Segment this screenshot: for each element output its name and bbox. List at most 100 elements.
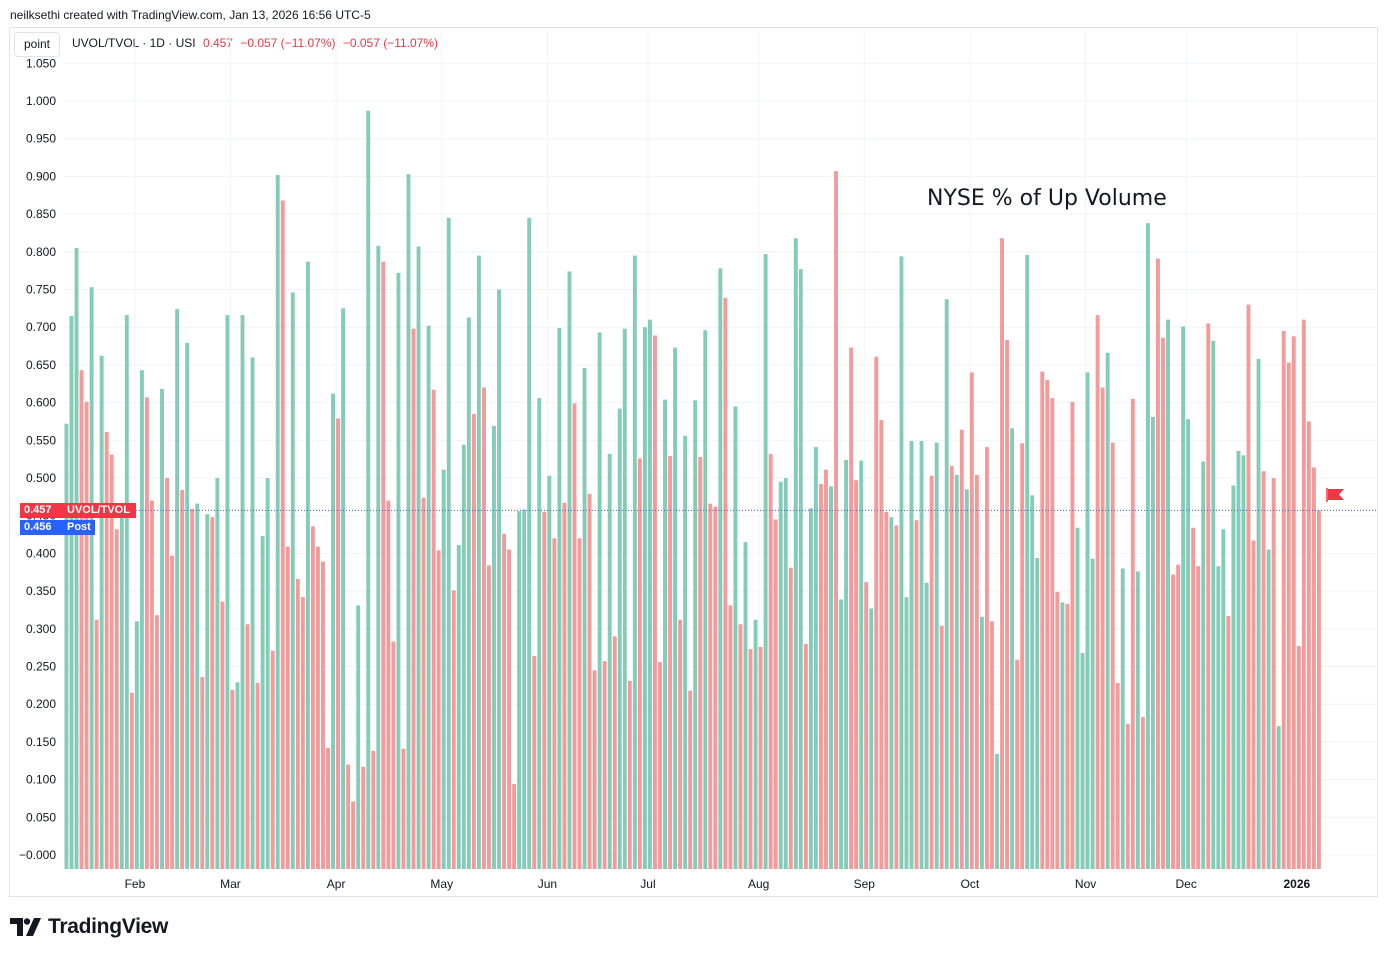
bar bbox=[572, 403, 577, 869]
bar bbox=[577, 538, 582, 869]
bar bbox=[813, 447, 818, 869]
bar bbox=[175, 309, 180, 869]
bar bbox=[819, 484, 823, 869]
tradingview-logo[interactable]: TradingView bbox=[10, 915, 168, 939]
bar bbox=[864, 582, 869, 869]
bar bbox=[527, 217, 532, 869]
x-tick-label: Mar bbox=[220, 877, 241, 891]
bar bbox=[109, 454, 114, 869]
bar bbox=[1110, 442, 1115, 869]
tradingview-logo-text: TradingView bbox=[48, 915, 169, 938]
bar bbox=[537, 398, 542, 869]
bar bbox=[733, 406, 738, 869]
bar bbox=[627, 680, 632, 869]
bar bbox=[622, 328, 627, 869]
bar bbox=[1186, 419, 1191, 869]
x-tick-label: Aug bbox=[748, 877, 769, 891]
bar bbox=[778, 481, 783, 869]
bar bbox=[1296, 646, 1301, 869]
bar bbox=[723, 297, 728, 869]
y-tick-label: 0.650 bbox=[26, 358, 56, 372]
bar bbox=[139, 370, 144, 869]
bar bbox=[1231, 485, 1236, 869]
bar bbox=[487, 565, 491, 869]
point-mode-button[interactable]: point bbox=[14, 32, 60, 57]
bar bbox=[215, 478, 220, 869]
bar bbox=[255, 683, 260, 869]
bar bbox=[1161, 337, 1165, 870]
bar bbox=[803, 643, 808, 869]
bar bbox=[240, 315, 245, 869]
bar bbox=[160, 389, 164, 869]
bar bbox=[753, 619, 758, 869]
bar bbox=[144, 397, 149, 869]
bar bbox=[502, 533, 507, 869]
bar bbox=[245, 624, 250, 869]
bar bbox=[104, 432, 109, 869]
bar bbox=[426, 325, 431, 869]
bar bbox=[351, 801, 356, 869]
bar bbox=[808, 508, 813, 869]
bar bbox=[89, 287, 94, 869]
bar bbox=[1105, 352, 1110, 869]
bar bbox=[1206, 323, 1211, 869]
bar bbox=[984, 447, 989, 869]
bar bbox=[441, 469, 446, 869]
legend-symbol[interactable]: UVOL/TVOL · 1D · USI bbox=[72, 36, 196, 50]
bar bbox=[793, 238, 798, 869]
bar bbox=[497, 289, 501, 869]
bar bbox=[612, 636, 617, 869]
chart-title-annotation[interactable]: NYSE % of Up Volume bbox=[927, 186, 1167, 211]
bar bbox=[944, 299, 949, 869]
chart-pane[interactable] bbox=[9, 27, 1378, 897]
bar bbox=[688, 690, 693, 869]
bar bbox=[834, 171, 838, 869]
bar bbox=[552, 538, 557, 869]
bar bbox=[416, 246, 421, 870]
bar bbox=[713, 506, 718, 869]
y-axis: 1.050 1.000 0.950 0.900 0.850 0.800 0.750 0.700… bbox=[19, 56, 56, 862]
bar bbox=[220, 601, 225, 869]
bar bbox=[421, 497, 426, 869]
bar bbox=[396, 272, 401, 869]
bar bbox=[1005, 340, 1010, 869]
bar bbox=[366, 110, 371, 869]
bar bbox=[456, 545, 461, 869]
bar bbox=[361, 766, 366, 869]
legend-change: −0.057 (−11.07%) bbox=[240, 36, 336, 50]
bar bbox=[1065, 603, 1070, 869]
bar bbox=[844, 459, 849, 869]
y-tick-label: 0.850 bbox=[26, 207, 56, 221]
bar bbox=[1085, 372, 1090, 869]
bar bbox=[180, 490, 185, 869]
bar bbox=[788, 567, 793, 869]
bar bbox=[210, 517, 215, 869]
bar bbox=[1281, 330, 1286, 870]
y-tick-label: 0.900 bbox=[26, 169, 56, 183]
x-tick-label: Feb bbox=[125, 877, 146, 891]
bar bbox=[1055, 591, 1060, 869]
bar bbox=[919, 441, 924, 869]
bar bbox=[582, 367, 587, 869]
x-tick-label: Apr bbox=[327, 877, 346, 891]
bar bbox=[653, 335, 657, 869]
bar bbox=[331, 393, 335, 869]
bar bbox=[401, 748, 406, 869]
post-label-tag: Post bbox=[64, 520, 95, 535]
bar bbox=[783, 478, 788, 869]
bar bbox=[1181, 326, 1186, 869]
bar bbox=[1251, 540, 1256, 869]
bar bbox=[1261, 471, 1266, 869]
bar bbox=[914, 520, 919, 869]
bar bbox=[1176, 564, 1181, 869]
bar bbox=[1276, 726, 1281, 869]
bar bbox=[69, 315, 74, 869]
y-tick-label: 0.550 bbox=[26, 433, 56, 447]
bar bbox=[305, 261, 310, 869]
bar bbox=[859, 460, 864, 869]
bar bbox=[391, 641, 396, 869]
series-legend[interactable]: UVOL/TVOL · 1D · USI 0.457 −0.057 (−11.0… bbox=[72, 36, 438, 50]
bar bbox=[668, 456, 672, 869]
flag-icon[interactable] bbox=[1326, 488, 1344, 502]
